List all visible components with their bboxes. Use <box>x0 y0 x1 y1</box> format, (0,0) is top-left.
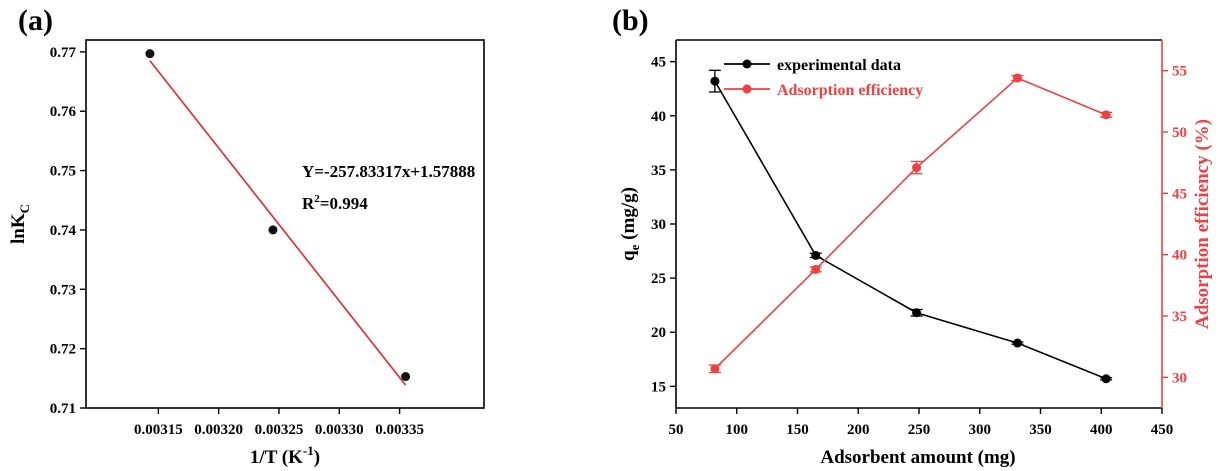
data-point <box>1012 73 1022 83</box>
data-point <box>912 163 922 173</box>
y2-tick-label: 50 <box>1172 125 1187 141</box>
x-tick-label: 350 <box>1029 422 1052 438</box>
data-point <box>710 76 720 86</box>
data-point <box>811 250 821 260</box>
data-point <box>811 264 821 274</box>
y-tick-label: 40 <box>651 109 666 125</box>
panel-a-y-ticks: 0.71 0.72 0.73 0.74 0.75 0.76 0.77 <box>50 45 86 417</box>
y2-tick-label: 30 <box>1172 370 1187 386</box>
x-tick-label: 0.00315 <box>134 422 183 438</box>
x-tick-label: 300 <box>969 422 992 438</box>
r-squared: R2=0.994 <box>302 193 368 213</box>
legend-adsorption-efficiency: Adsorption efficiency <box>777 82 923 99</box>
y-tick-label: 0.77 <box>50 45 77 61</box>
y2-tick-label: 55 <box>1172 64 1187 80</box>
panel-a-points <box>145 49 411 382</box>
panel-b-label: (b) <box>612 4 649 37</box>
data-point <box>1101 110 1111 120</box>
y2-tick-label: 35 <box>1172 309 1187 325</box>
data-point <box>912 308 922 318</box>
y-tick-label: 0.72 <box>50 342 76 358</box>
x-tick-label: 250 <box>908 422 931 438</box>
x-tick-label: 400 <box>1090 422 1113 438</box>
panel-b-left-ticks: 15 20 25 30 35 40 45 <box>651 55 676 395</box>
x-tick-label: 0.00330 <box>315 422 364 438</box>
series-line <box>714 80 1107 380</box>
fit-equation: Y=-257.83317x+1.57888 <box>302 162 475 181</box>
panel-b-right-axis-title: Adsorption efficiency (%) <box>1192 119 1213 329</box>
y-tick-label: 0.73 <box>50 282 76 298</box>
data-point <box>710 364 720 374</box>
panel-a-x-axis-title: 1/T (K-1) <box>250 443 320 468</box>
panel-b-right-ticks: 30 35 40 45 50 55 <box>1162 64 1187 386</box>
data-point <box>145 49 155 59</box>
y-tick-label: 0.76 <box>50 104 77 120</box>
fit-line <box>149 60 407 386</box>
panel-b-series <box>708 69 1113 384</box>
y-tick-label: 20 <box>651 325 666 341</box>
x-tick-label: 0.00325 <box>255 422 304 438</box>
data-point <box>1101 374 1111 384</box>
legend-experimental-data: experimental data <box>777 57 901 74</box>
y-tick-label: 35 <box>651 163 666 179</box>
panel-b-x-ticks: 50 100 150 200 250 300 350 400 450 <box>669 408 1174 438</box>
y-tick-label: 15 <box>651 379 666 395</box>
legend-marker-experimental <box>742 59 752 69</box>
panel-b-x-axis-title: Adsorbent amount (mg) <box>820 447 1015 468</box>
panel-b: (b) 50 100 150 200 250 300 350 400 450 152025303… <box>612 4 1213 468</box>
y2-tick-label: 40 <box>1172 248 1187 264</box>
panel-a-x-ticks: 0.00315 0.00320 0.00325 0.00330 0.00335 <box>134 408 424 438</box>
panel-b-y-axis-title: qe (mg/g) <box>618 187 642 261</box>
data-point <box>268 225 278 235</box>
x-tick-label: 0.00320 <box>194 422 243 438</box>
data-point <box>401 372 411 382</box>
x-tick-label: 450 <box>1151 422 1174 438</box>
panel-a-label: (a) <box>18 4 53 37</box>
y-tick-label: 0.71 <box>50 401 76 417</box>
panel-a-y-axis-title: lnKC <box>8 204 32 244</box>
x-tick-label: 150 <box>786 422 809 438</box>
legend: experimental data Adsorption efficiency <box>724 57 923 99</box>
y-tick-label: 45 <box>651 55 666 71</box>
y-tick-label: 25 <box>651 271 666 287</box>
y-tick-label: 0.75 <box>50 164 76 180</box>
series-experimental-data <box>708 69 1113 384</box>
panel-a: (a) 0.00315 0.00320 0.00325 0.00330 0.00335 … <box>8 4 485 468</box>
y-tick-label: 0.74 <box>50 223 77 239</box>
data-point <box>1012 338 1022 348</box>
series-line <box>714 77 1107 370</box>
y2-tick-label: 45 <box>1172 186 1187 202</box>
x-tick-label: 50 <box>669 422 684 438</box>
series-adsorption-efficiency <box>708 73 1113 374</box>
x-tick-label: 100 <box>726 422 749 438</box>
legend-marker-efficiency <box>742 84 752 94</box>
x-tick-label: 200 <box>847 422 870 438</box>
x-tick-label: 0.00335 <box>375 422 424 438</box>
y-tick-label: 30 <box>651 217 666 233</box>
panel-a-frame <box>85 39 485 409</box>
